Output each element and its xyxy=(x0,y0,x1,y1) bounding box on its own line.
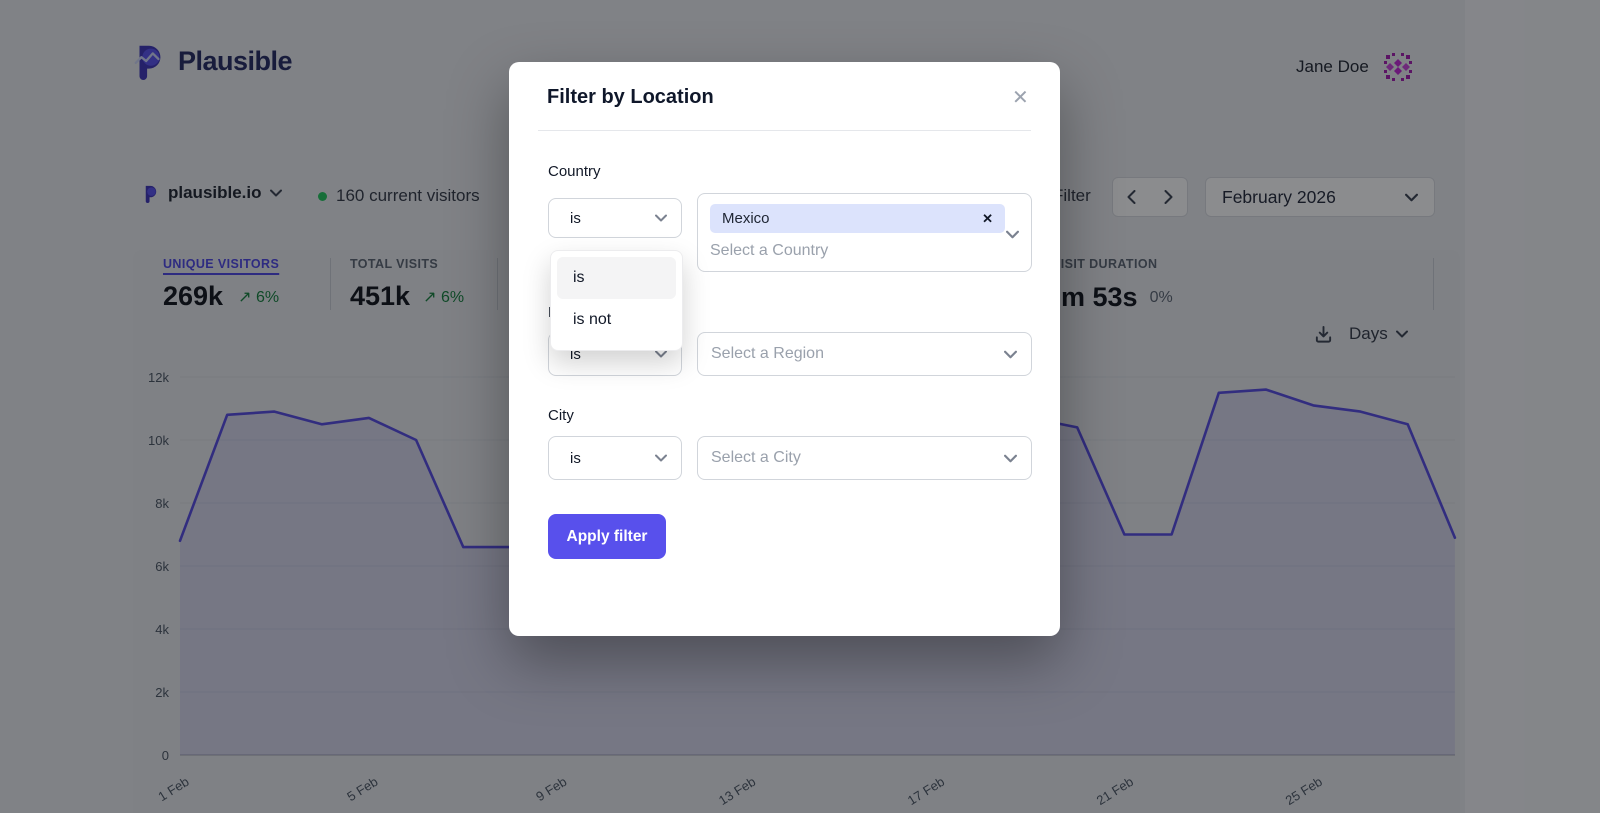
brand-name: Plausible xyxy=(178,45,293,76)
user-name: Jane Doe xyxy=(1296,57,1369,76)
current-visitors[interactable]: 160 current visitors xyxy=(318,186,480,206)
interval-controls: Days xyxy=(1314,324,1408,344)
chevron-down-icon xyxy=(1004,350,1017,358)
city-placeholder: Select a City xyxy=(711,449,801,466)
stat-label[interactable]: UNIQUE VISITORS xyxy=(163,257,280,271)
chevron-down-icon[interactable] xyxy=(1006,230,1019,239)
app-logo: Plausible xyxy=(130,42,293,80)
stat-change: 6% xyxy=(440,288,465,306)
chevron-down-icon xyxy=(655,350,667,358)
filter-button[interactable]: Filter xyxy=(1053,186,1091,205)
close-icon[interactable]: ✕ xyxy=(1012,87,1029,109)
current-visitors-label: 160 current visitors xyxy=(336,186,480,205)
y-axis-label: 8k xyxy=(155,496,169,511)
operator-value: is xyxy=(570,209,581,227)
stat-total-visits[interactable]: TOTAL VISITS 451k ↗ 6% xyxy=(350,257,464,312)
apply-filter-button[interactable]: Apply filter xyxy=(548,514,666,559)
trend-up-icon: ↗ xyxy=(238,288,252,306)
chevron-down-icon xyxy=(655,454,667,462)
site-selector[interactable]: plausible.io xyxy=(141,183,282,203)
next-arrow-icon[interactable] xyxy=(1164,190,1173,204)
site-name: plausible.io xyxy=(168,183,262,202)
live-dot-icon xyxy=(318,191,327,201)
stat-unique-visitors[interactable]: UNIQUE VISITORS 269k ↗ 6% xyxy=(163,257,279,312)
plausible-logo-icon xyxy=(134,45,161,80)
chevron-down-icon xyxy=(1004,454,1017,462)
country-combobox[interactable]: Mexico ✕ Select a Country xyxy=(697,193,1032,272)
prev-arrow-icon[interactable] xyxy=(1127,190,1136,204)
modal-divider xyxy=(538,130,1031,131)
stat-value: 269k xyxy=(163,281,224,311)
region-placeholder: Select a Region xyxy=(711,345,824,362)
y-axis-label: 2k xyxy=(155,685,169,700)
trend-up-icon: ↗ xyxy=(423,288,437,306)
y-axis-label: 12k xyxy=(148,370,169,385)
selected-country-pill: Mexico ✕ xyxy=(710,204,1005,233)
y-axis-label: 6k xyxy=(155,559,169,574)
user-area[interactable]: Jane Doe xyxy=(1296,52,1413,82)
chevron-down-icon xyxy=(269,189,282,197)
interval-dropdown[interactable]: Days xyxy=(1349,324,1408,344)
date-nav xyxy=(1112,177,1188,217)
download-icon[interactable] xyxy=(1314,325,1333,344)
operator-value: is xyxy=(570,449,581,467)
city-select[interactable]: Select a City xyxy=(697,436,1032,480)
avatar[interactable] xyxy=(1383,52,1413,82)
chevron-down-icon xyxy=(655,214,667,222)
y-axis-label: 10k xyxy=(148,433,169,448)
country-placeholder[interactable]: Select a Country xyxy=(710,242,829,259)
stat-divider xyxy=(497,258,498,310)
operator-menu: is is not xyxy=(550,250,683,351)
stat-label[interactable]: VISIT DURATION xyxy=(1052,257,1158,271)
country-operator-select[interactable]: is xyxy=(548,198,682,238)
city-label: City xyxy=(548,407,574,424)
site-favicon xyxy=(145,185,157,203)
stat-value: 451k xyxy=(350,281,411,311)
stat-label[interactable]: TOTAL VISITS xyxy=(350,257,439,271)
stat-divider xyxy=(1433,258,1434,310)
stat-visit-duration[interactable]: VISIT DURATION xyxy=(1052,257,1157,271)
filter-by-location-modal: Filter by Location ✕ Country is Mexico ✕… xyxy=(509,62,1060,636)
stat-change: 6% xyxy=(255,288,280,306)
operator-option-is[interactable]: is xyxy=(557,257,676,299)
y-axis-label: 0 xyxy=(162,748,169,763)
stat-change: 0% xyxy=(1149,288,1173,306)
operator-option-is-not[interactable]: is not xyxy=(573,311,612,328)
stat-visit-duration-value: 7m 53s 0% xyxy=(1046,282,1173,313)
chevron-down-icon xyxy=(1405,193,1418,201)
y-axis-label: 4k xyxy=(155,622,169,637)
selected-country: Mexico xyxy=(722,210,770,227)
chevron-down-icon xyxy=(1395,330,1408,338)
remove-country-icon[interactable]: ✕ xyxy=(982,210,993,226)
city-operator-select[interactable]: is xyxy=(548,436,682,480)
interval-label: Days xyxy=(1349,324,1388,343)
operator-value: is xyxy=(570,345,581,363)
stat-divider xyxy=(330,258,331,310)
date-range-label: February 2026 xyxy=(1222,186,1336,207)
date-range-picker[interactable]: February 2026 xyxy=(1205,177,1435,217)
region-select[interactable]: Select a Region xyxy=(697,332,1032,376)
stat-value: 7m 53s xyxy=(1046,282,1138,312)
country-label: Country xyxy=(548,163,601,180)
modal-title: Filter by Location xyxy=(547,86,714,108)
